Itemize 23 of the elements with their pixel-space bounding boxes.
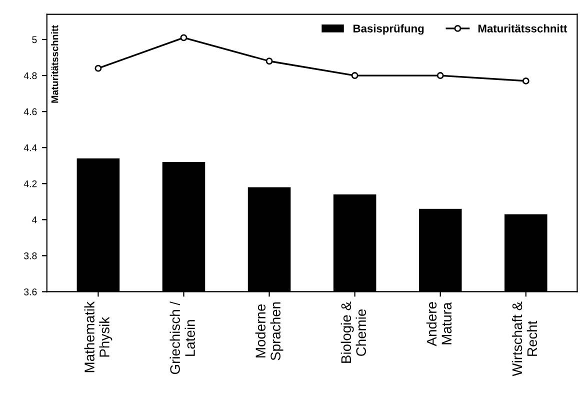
legend-label: Basisprüfung <box>354 24 424 35</box>
y-tick-label: 4.6 <box>24 108 37 116</box>
point <box>522 77 530 84</box>
y-tick-label: 4.2 <box>24 180 37 188</box>
x-tick-label: Mathematik Physik <box>84 301 112 372</box>
y-tick-label: 3.8 <box>24 252 37 260</box>
point <box>180 34 188 42</box>
y-axis-title: Maturitätsschnitt <box>51 25 58 103</box>
x-tick-label: Wirtschaft & Recht <box>512 302 538 376</box>
y-tick-label: 5 <box>32 36 37 44</box>
y-tick-label: 4.4 <box>24 144 37 152</box>
point <box>94 64 102 72</box>
y-tick-label: 4.8 <box>24 72 37 80</box>
point <box>351 72 358 80</box>
x-tick-label: Moderne Sprachen <box>255 302 284 360</box>
x-tick-label: Griechisch / Latein <box>170 301 195 374</box>
legend-label: Maturitätsschnitt <box>478 24 568 32</box>
y-tick-label: 3.6 <box>24 288 37 296</box>
x-tick-label: Biologie & Chemie <box>340 302 366 363</box>
y-tick-label: 4 <box>32 216 37 224</box>
x-tick-label: Andere Matura <box>426 302 452 346</box>
point <box>266 58 273 65</box>
point <box>436 72 444 80</box>
